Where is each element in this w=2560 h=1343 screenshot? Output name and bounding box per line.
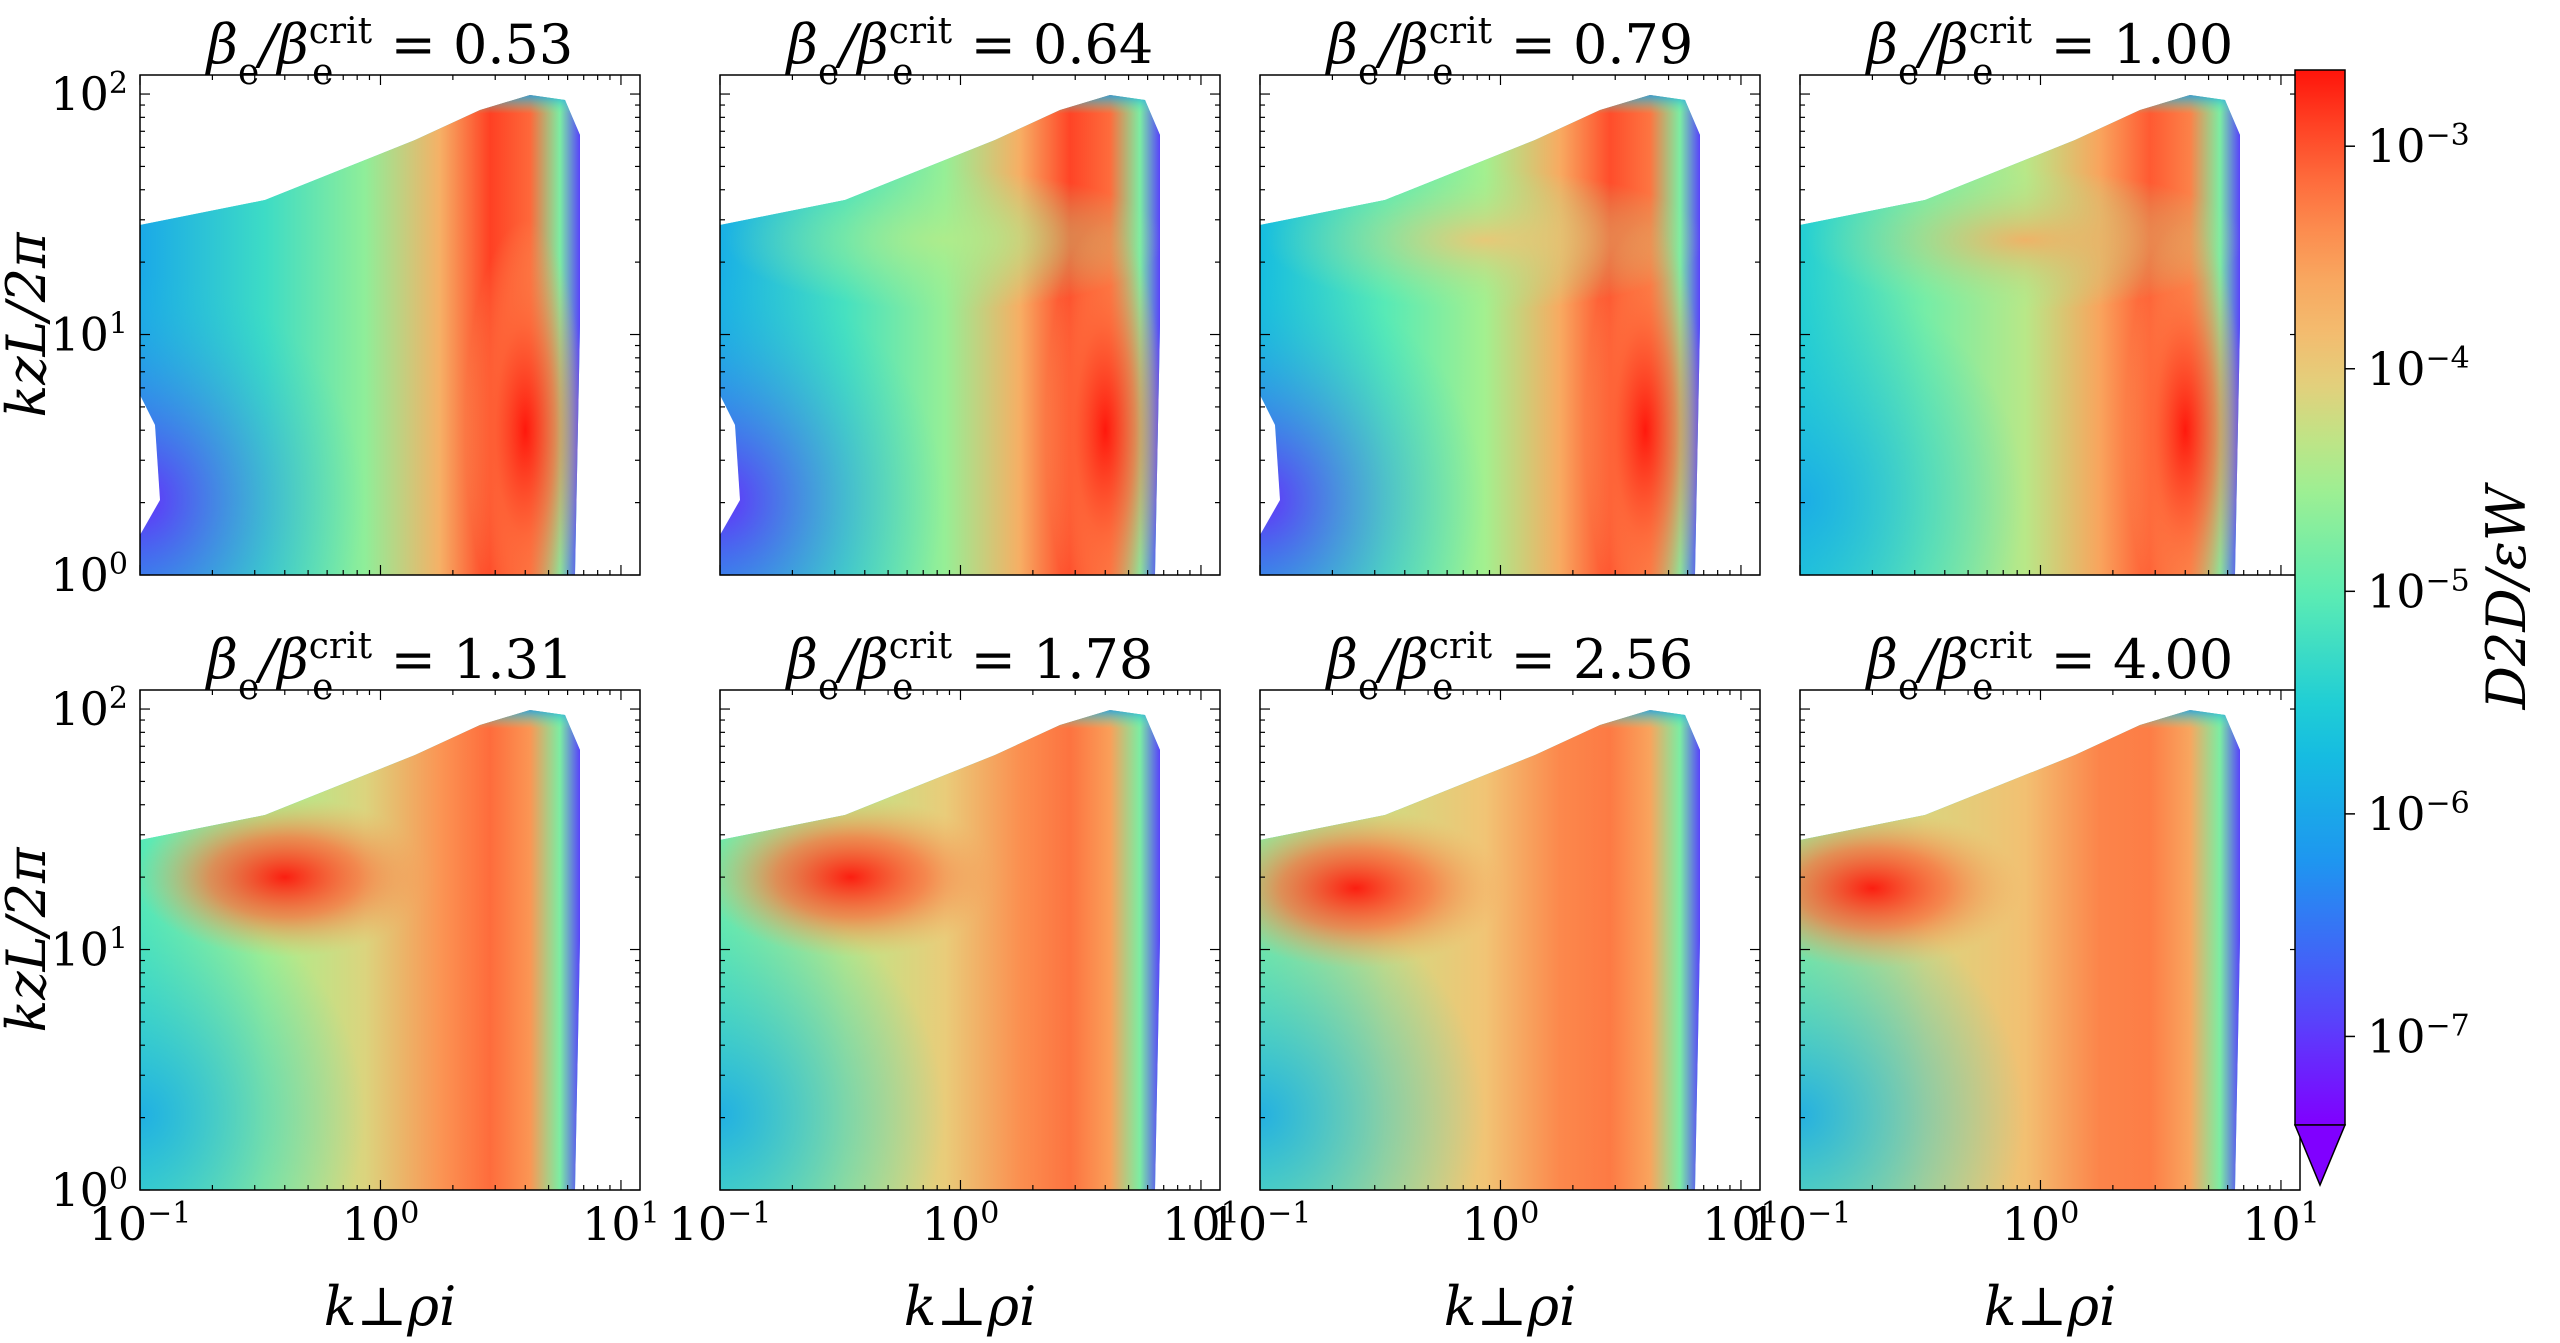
colorbar-extend-arrow — [2293, 1124, 2347, 1187]
heatmap-field — [1800, 95, 2240, 575]
x-tick-label: 100 — [922, 1196, 1000, 1252]
y-tick-label: 102 — [50, 66, 128, 122]
colorbar-tick-label: 10−3 — [2367, 118, 2470, 174]
x-tick-label: 101 — [2242, 1196, 2320, 1252]
panel-ratio: = 0.53 — [373, 13, 573, 76]
panel-ratio: = 4.00 — [2033, 628, 2233, 691]
colorbar-tick-label: 10−7 — [2367, 1008, 2470, 1064]
y-tick-label: 100 — [50, 1162, 128, 1218]
x-tick-label: 101 — [1702, 1196, 1780, 1252]
panel-title: βe/βcrit e = 0.53 — [205, 11, 573, 93]
secondary-band — [1265, 170, 1700, 310]
x-axis-label: k⊥ρi — [1984, 1275, 2117, 1338]
peak-blob — [140, 797, 435, 958]
panel-title: βe/βcrit e = 2.56 — [1325, 626, 1693, 708]
panel-8: βe/βcrit e = 4.00 10−1 100 101 k⊥ρi — [1749, 626, 2320, 1339]
heatmap-field — [1260, 710, 1700, 1190]
y-axis-label: kzL/2π — [0, 846, 58, 1033]
panel-4: βe/βcrit e = 1.00 — [1799, 11, 2301, 576]
axes-frame — [1259, 74, 1761, 576]
panel-ratio: = 0.79 — [1493, 13, 1693, 76]
panel-title: βe/βcrit e = 0.79 — [1325, 11, 1693, 93]
y-tick-label: 101 — [50, 921, 128, 977]
y-tick-label: 102 — [50, 681, 128, 737]
peak-blob — [1045, 220, 1160, 575]
panel-ratio: = 2.56 — [1493, 628, 1693, 691]
x-tick-label: 101 — [1162, 1196, 1240, 1252]
secondary-band — [1805, 170, 2240, 310]
x-axis-label: k⊥ρi — [324, 1275, 457, 1338]
peak-blob — [1260, 808, 1506, 969]
panel-6: βe/βcrit e = 1.78 10−1 100 101 k⊥ρi — [669, 626, 1240, 1339]
axes-frame — [719, 689, 1221, 1191]
panel-3: βe/βcrit e = 0.79 — [1259, 11, 1761, 576]
panel-title: βe/βcrit e = 1.00 — [1865, 11, 2233, 93]
axes-frame — [139, 74, 641, 576]
secondary-band — [725, 170, 1160, 310]
axes-frame — [139, 689, 641, 1191]
x-tick-label: 10−1 — [1209, 1196, 1312, 1252]
heatmap-field — [720, 710, 1160, 1190]
panel-title: βe/βcrit e = 1.78 — [785, 626, 1153, 708]
x-axis-label: k⊥ρi — [904, 1275, 1037, 1338]
peak-blob — [2125, 220, 2240, 575]
panel-ratio: = 1.31 — [373, 628, 573, 691]
x-axis-label: k⊥ρi — [1444, 1275, 1577, 1338]
heatmap-field — [1260, 95, 1700, 575]
x-tick-label: 100 — [2002, 1196, 2080, 1252]
x-tick-label: 10−1 — [89, 1196, 192, 1252]
x-tick-label: 100 — [1462, 1196, 1540, 1252]
x-tick-label: 10−1 — [669, 1196, 772, 1252]
panel-ratio: = 0.64 — [953, 13, 1153, 76]
x-tick-label: 101 — [582, 1196, 660, 1252]
axes-frame — [1259, 689, 1761, 1191]
peak-blob — [465, 220, 580, 575]
peak-blob — [1800, 808, 2023, 969]
panel-ratio: = 1.78 — [953, 628, 1153, 691]
peak-blob — [720, 797, 1001, 958]
x-tick-label: 100 — [342, 1196, 420, 1252]
panel-7: βe/βcrit e = 2.56 10−1 100 101 k⊥ρi — [1209, 626, 1780, 1339]
axes-frame — [719, 74, 1221, 576]
y-tick-label: 100 — [50, 547, 128, 603]
heatmap-field — [720, 95, 1160, 575]
panel-title: βe/βcrit e = 4.00 — [1865, 626, 2233, 708]
y-axis-label: kzL/2π — [0, 231, 58, 418]
panel-title: βe/βcrit e = 1.31 — [205, 626, 573, 708]
peak-blob — [1585, 220, 1700, 575]
panel-ratio: = 1.00 — [2033, 13, 2233, 76]
colorbar-tick-label: 10−4 — [2367, 340, 2470, 396]
panel-title: βe/βcrit e = 0.64 — [785, 11, 1153, 93]
colorbar-tick-label: 10−5 — [2367, 563, 2470, 619]
colorbar-scale — [2294, 69, 2346, 1126]
colorbar: 10−3 10−4 10−5 10−6 10−7 D2D/εW — [2293, 69, 2538, 1187]
heatmap-field — [140, 95, 580, 575]
panel-2: βe/βcrit e = 0.64 — [719, 11, 1221, 576]
x-tick-label: 10−1 — [1749, 1196, 1852, 1252]
colorbar-label: D2D/εW — [2475, 481, 2538, 710]
panel-1: βe/βcrit e = 0.53 100 101 102 kzL/2π — [0, 11, 641, 603]
colorbar-tick-label: 10−6 — [2367, 785, 2470, 841]
heatmap-field — [1800, 710, 2240, 1190]
heatmap-field — [140, 710, 580, 1190]
y-tick-label: 101 — [50, 306, 128, 362]
